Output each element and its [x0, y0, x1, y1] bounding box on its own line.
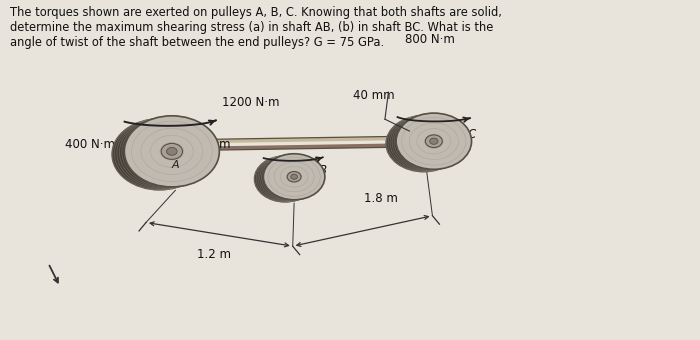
Polygon shape [145, 136, 434, 144]
Text: 400 N·m: 400 N·m [64, 138, 115, 151]
Ellipse shape [263, 154, 325, 200]
Text: 800 N·m: 800 N·m [405, 33, 455, 46]
Ellipse shape [426, 135, 442, 148]
Polygon shape [145, 143, 434, 151]
Text: A: A [172, 160, 179, 170]
Ellipse shape [396, 113, 472, 169]
Ellipse shape [290, 174, 298, 179]
Text: 1.2 m: 1.2 m [197, 248, 231, 261]
Ellipse shape [112, 119, 207, 190]
Ellipse shape [161, 143, 183, 159]
Text: 1200 N·m: 1200 N·m [222, 96, 279, 109]
Ellipse shape [430, 138, 438, 144]
Text: C: C [468, 128, 475, 141]
Ellipse shape [287, 172, 301, 182]
Ellipse shape [386, 116, 461, 172]
Text: 40 mm: 40 mm [354, 89, 395, 102]
Ellipse shape [254, 156, 316, 202]
Ellipse shape [125, 116, 219, 187]
Text: 1.8 m: 1.8 m [365, 192, 398, 205]
Text: B: B [318, 164, 327, 176]
Ellipse shape [167, 148, 177, 155]
Text: 30 mm: 30 mm [189, 138, 231, 151]
Text: The torques shown are exerted on pulleys A, B, C. Knowing that both shafts are s: The torques shown are exerted on pulleys… [10, 6, 502, 49]
